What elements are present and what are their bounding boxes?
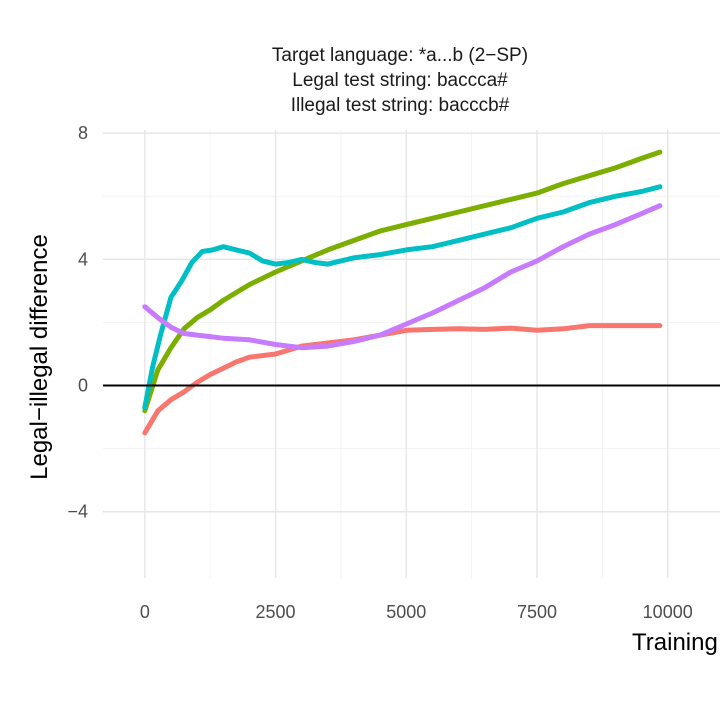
tick-labels: 0 2500 5000 7500 10000 −4 0 4 8 — [67, 123, 692, 622]
y-tick-label: −4 — [67, 502, 88, 522]
x-tick-label: 10000 — [643, 602, 693, 622]
title-line-1: Target language: *a...b (2−SP) — [272, 45, 528, 66]
x-tick-label: 2500 — [256, 602, 296, 622]
y-tick-label: 8 — [78, 123, 88, 143]
grid — [103, 130, 720, 578]
series-line-1 — [142, 323, 663, 436]
y-tick-label: 0 — [78, 376, 88, 396]
title-line-3: Illegal test string: bacccb# — [291, 95, 510, 116]
series-line-3 — [142, 184, 663, 411]
x-axis-label: Training — [632, 629, 718, 656]
x-tick-label: 0 — [140, 602, 150, 622]
title-line-2: Legal test string: baccca# — [292, 70, 508, 91]
x-tick-label: 7500 — [517, 602, 557, 622]
x-tick-label: 5000 — [386, 602, 426, 622]
y-tick-label: 4 — [78, 249, 88, 269]
chart-title: Target language: *a...b (2−SP) Legal tes… — [272, 45, 528, 116]
y-axis-label: Legal−illegal difference — [26, 234, 53, 480]
series-line-4 — [142, 203, 663, 351]
series-line-2 — [142, 149, 663, 414]
series-lines — [142, 149, 663, 436]
